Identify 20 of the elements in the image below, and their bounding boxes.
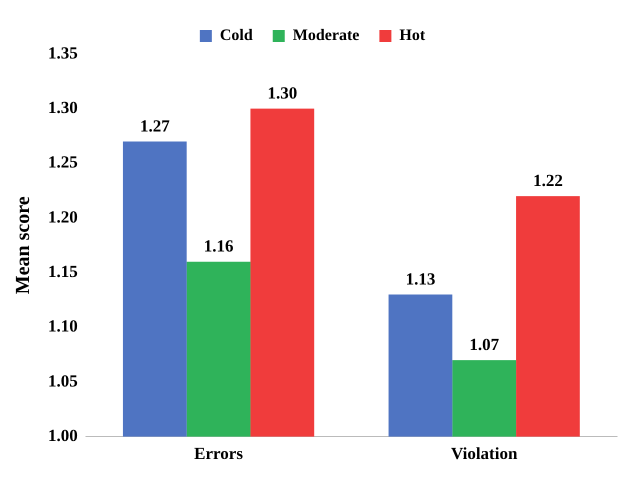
legend-label: Moderate [292, 27, 360, 44]
data-label: 1.22 [533, 171, 563, 190]
y-tick-label: 1.30 [48, 98, 78, 118]
legend-label: Hot [399, 27, 426, 44]
y-tick-label: 1.25 [48, 152, 78, 172]
y-tick-label: 1.05 [48, 371, 78, 390]
y-axis-title: Mean score [12, 196, 34, 294]
data-label: 1.27 [140, 116, 170, 136]
x-tick-label: Violation [450, 444, 518, 464]
legend-label: Cold [220, 27, 253, 44]
data-label: 1.30 [267, 84, 298, 103]
y-tick-label: 1.20 [48, 207, 78, 226]
x-tick-label: Errors [194, 444, 244, 464]
y-tick-label: 1.10 [48, 316, 78, 336]
data-label: 1.13 [406, 269, 436, 288]
data-label: 1.16 [204, 236, 234, 256]
data-label: 1.07 [469, 334, 500, 354]
y-tick-label: 1.00 [48, 426, 78, 445]
y-tick-label: 1.35 [48, 43, 78, 62]
y-tick-label: 1.15 [48, 262, 78, 282]
